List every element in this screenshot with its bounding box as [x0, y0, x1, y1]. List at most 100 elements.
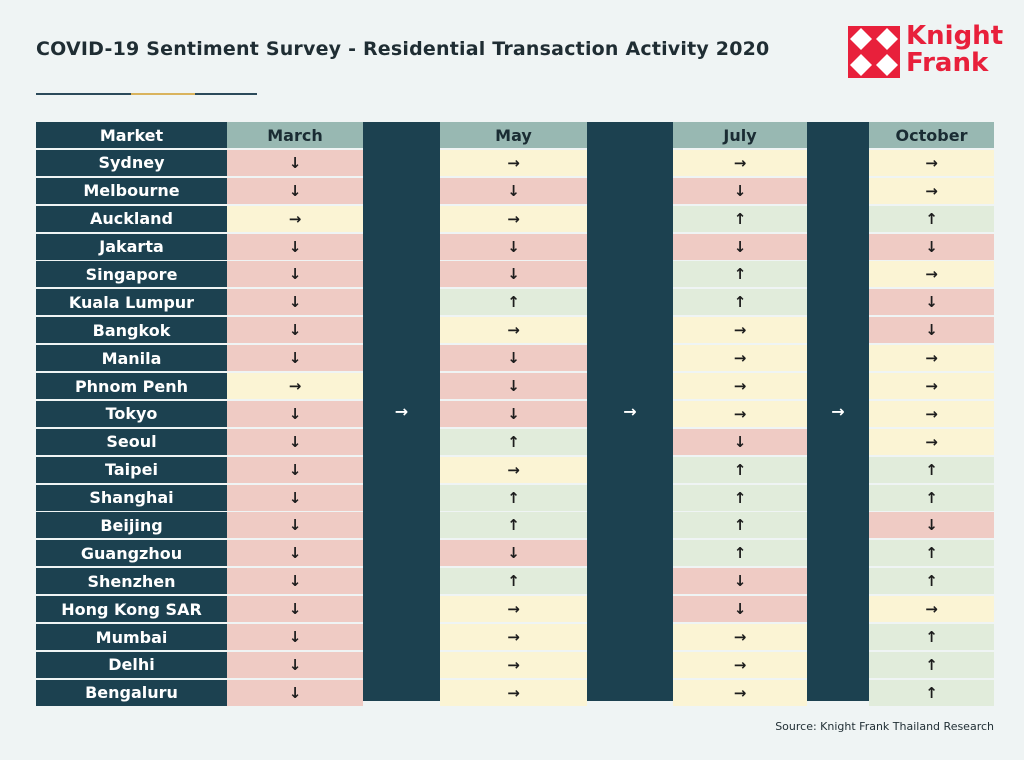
down-arrow-icon: ↓: [869, 289, 994, 316]
column-header: October: [869, 122, 994, 148]
flat-arrow-icon: →: [673, 400, 807, 427]
down-arrow-icon: ↓: [440, 233, 587, 260]
up-arrow-icon: ↑: [673, 512, 807, 539]
down-arrow-icon: ↓: [227, 400, 363, 427]
flat-arrow-icon: →: [673, 624, 807, 651]
flat-arrow-icon: →: [673, 679, 807, 706]
market-label: Sydney: [36, 149, 227, 176]
down-arrow-icon: ↓: [227, 149, 363, 176]
down-arrow-icon: ↓: [440, 373, 587, 400]
up-arrow-icon: ↑: [673, 456, 807, 483]
up-arrow-icon: ↑: [440, 428, 587, 455]
flat-arrow-icon: →: [869, 400, 994, 427]
up-arrow-icon: ↑: [869, 679, 994, 706]
flat-arrow-icon: →: [440, 149, 587, 176]
down-arrow-icon: ↓: [440, 345, 587, 372]
flat-arrow-icon: →: [869, 428, 994, 455]
market-label: Tokyo: [36, 400, 227, 427]
market-label: Delhi: [36, 651, 227, 678]
title-underline-segment: [36, 93, 131, 95]
down-arrow-icon: ↓: [869, 233, 994, 260]
market-label: Bengaluru: [36, 679, 227, 706]
page-title: COVID-19 Sentiment Survey - Residential …: [36, 38, 770, 60]
up-arrow-icon: ↑: [869, 624, 994, 651]
down-arrow-icon: ↓: [227, 317, 363, 344]
up-arrow-icon: ↑: [673, 484, 807, 511]
column-header: July: [673, 122, 807, 148]
up-arrow-icon: ↑: [673, 289, 807, 316]
down-arrow-icon: ↓: [673, 428, 807, 455]
flat-arrow-icon: →: [440, 651, 587, 678]
down-arrow-icon: ↓: [227, 512, 363, 539]
logo-word-2: Frank: [906, 48, 989, 78]
gap-column: →: [363, 122, 440, 701]
up-arrow-icon: ↑: [869, 540, 994, 567]
title-underline-segment: [131, 93, 195, 95]
sentiment-table: Market Sydney Melbourne Auckland Jakarta Sing…: [36, 122, 994, 706]
flat-arrow-icon: →: [440, 624, 587, 651]
up-arrow-icon: ↑: [869, 651, 994, 678]
flat-arrow-icon: →: [440, 205, 587, 232]
column-header: March: [227, 122, 363, 148]
up-arrow-icon: ↑: [673, 205, 807, 232]
up-arrow-icon: ↑: [673, 540, 807, 567]
down-arrow-icon: ↓: [227, 540, 363, 567]
july-column: July → ↓ ↑ ↓ ↑ ↑ → → → → ↓ ↑ ↑ ↑ ↑ ↓ ↓ → → →: [673, 122, 807, 706]
flat-arrow-icon: →: [440, 317, 587, 344]
down-arrow-icon: ↓: [227, 289, 363, 316]
flat-arrow-icon: →: [227, 373, 363, 400]
up-arrow-icon: ↑: [440, 568, 587, 595]
flat-arrow-icon: →: [869, 149, 994, 176]
up-arrow-icon: ↑: [673, 261, 807, 288]
source-note: Source: Knight Frank Thailand Research: [775, 720, 994, 733]
flat-arrow-icon: →: [869, 177, 994, 204]
market-column: Market Sydney Melbourne Auckland Jakarta Sing…: [36, 122, 227, 706]
gap-column: →: [807, 122, 869, 701]
down-arrow-icon: ↓: [227, 484, 363, 511]
down-arrow-icon: ↓: [440, 261, 587, 288]
market-label: Jakarta: [36, 233, 227, 260]
down-arrow-icon: ↓: [869, 317, 994, 344]
gap-column: →: [587, 122, 673, 701]
flat-arrow-icon: →: [673, 317, 807, 344]
down-arrow-icon: ↓: [227, 428, 363, 455]
market-label: Guangzhou: [36, 540, 227, 567]
up-arrow-icon: ↑: [869, 568, 994, 595]
market-label: Mumbai: [36, 624, 227, 651]
flat-arrow-icon: →: [673, 373, 807, 400]
market-label: Bangkok: [36, 317, 227, 344]
market-label: Singapore: [36, 261, 227, 288]
logo-mark-icon: [848, 26, 900, 78]
october-column: October → → ↑ ↓ → ↓ ↓ → → → → ↑ ↑ ↓ ↑ ↑ → ↑ ↑ ↑: [869, 122, 994, 706]
title-underline-segment: [195, 93, 257, 95]
down-arrow-icon: ↓: [673, 568, 807, 595]
logo-wordmark: Knight Frank: [906, 23, 1003, 77]
logo-word-1: Knight: [906, 21, 1004, 51]
up-arrow-icon: ↑: [869, 456, 994, 483]
up-arrow-icon: ↑: [440, 484, 587, 511]
column-header: May: [440, 122, 587, 148]
market-label: Phnom Penh: [36, 373, 227, 400]
market-label: Shenzhen: [36, 568, 227, 595]
down-arrow-icon: ↓: [440, 177, 587, 204]
column-header: Market: [36, 122, 227, 148]
down-arrow-icon: ↓: [227, 624, 363, 651]
knight-frank-logo: Knight Frank: [848, 23, 1003, 80]
flat-arrow-icon: →: [673, 149, 807, 176]
up-arrow-icon: ↑: [440, 289, 587, 316]
down-arrow-icon: ↓: [869, 512, 994, 539]
market-label: Kuala Lumpur: [36, 289, 227, 316]
up-arrow-icon: ↑: [440, 512, 587, 539]
down-arrow-icon: ↓: [227, 261, 363, 288]
market-label: Taipei: [36, 456, 227, 483]
down-arrow-icon: ↓: [673, 233, 807, 260]
trend-arrow-icon: →: [623, 402, 637, 421]
up-arrow-icon: ↑: [869, 205, 994, 232]
down-arrow-icon: ↓: [440, 540, 587, 567]
flat-arrow-icon: →: [869, 261, 994, 288]
flat-arrow-icon: →: [440, 679, 587, 706]
market-label: Melbourne: [36, 177, 227, 204]
flat-arrow-icon: →: [673, 345, 807, 372]
flat-arrow-icon: →: [227, 205, 363, 232]
down-arrow-icon: ↓: [227, 177, 363, 204]
